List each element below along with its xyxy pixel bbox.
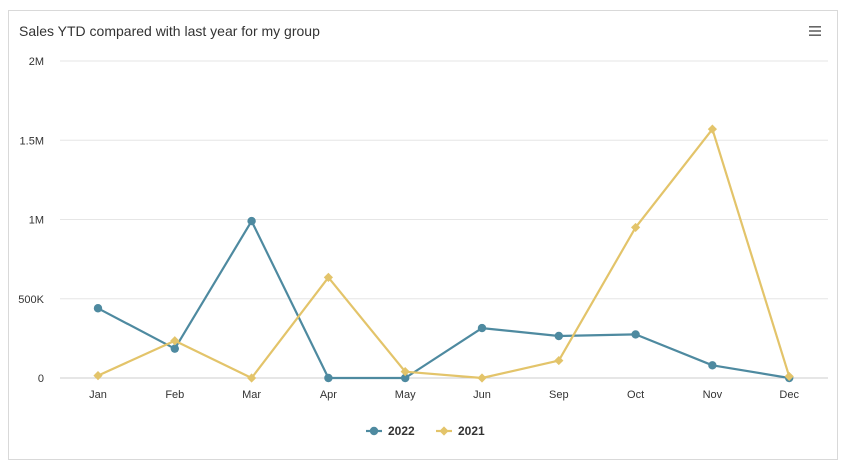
series-line-2022	[97, 220, 790, 380]
data-point-2021[interactable]	[400, 367, 410, 377]
legend-label-2021[interactable]: 2021	[458, 424, 485, 438]
data-point-2022[interactable]	[401, 373, 410, 383]
y-tick-label: 500K	[18, 294, 44, 306]
data-point-2021[interactable]	[707, 124, 717, 134]
data-point-2022[interactable]	[93, 304, 103, 313]
x-tick-label: Feb	[165, 389, 184, 401]
x-tick-label: Jan	[89, 389, 107, 401]
data-point-2022[interactable]	[554, 331, 563, 341]
legend-marker-2022[interactable]	[369, 426, 379, 436]
data-point-2022[interactable]	[324, 373, 333, 383]
x-tick-label: Mar	[242, 389, 261, 401]
y-tick-label: 1.5M	[20, 135, 44, 147]
x-tick-label: Apr	[320, 389, 337, 401]
data-point-2022[interactable]	[477, 323, 487, 333]
x-tick-label: Nov	[703, 389, 723, 401]
data-point-2021[interactable]	[170, 336, 180, 346]
data-point-2021[interactable]	[93, 371, 103, 381]
data-point-2021[interactable]	[247, 373, 257, 383]
data-point-2022[interactable]	[247, 216, 256, 226]
y-tick-label: 2M	[29, 56, 44, 68]
legend-label-2022[interactable]: 2022	[388, 424, 415, 438]
hamburger-menu-icon[interactable]	[807, 23, 823, 39]
x-tick-label: Sep	[549, 389, 569, 401]
data-point-2021[interactable]	[554, 355, 564, 366]
data-point-2022[interactable]	[631, 330, 640, 339]
chart-title: Sales YTD compared with last year for my…	[19, 23, 320, 39]
x-tick-label: May	[395, 389, 416, 401]
y-tick-label: 1M	[29, 215, 44, 227]
data-point-2021[interactable]	[784, 371, 794, 382]
x-tick-label: Jun	[473, 389, 491, 401]
data-point-2021[interactable]	[477, 373, 487, 383]
x-tick-label: Oct	[627, 389, 644, 401]
x-tick-label: Dec	[779, 389, 799, 401]
chart-card: Sales YTD compared with last year for my…	[8, 10, 838, 460]
data-point-2022[interactable]	[708, 361, 717, 370]
data-point-2021[interactable]	[631, 222, 641, 233]
data-point-2022[interactable]	[170, 344, 179, 353]
legend-marker-2021[interactable]	[439, 426, 449, 436]
series-line-2021	[97, 128, 791, 380]
y-tick-label: 0	[38, 373, 44, 385]
data-point-2021[interactable]	[323, 272, 333, 282]
